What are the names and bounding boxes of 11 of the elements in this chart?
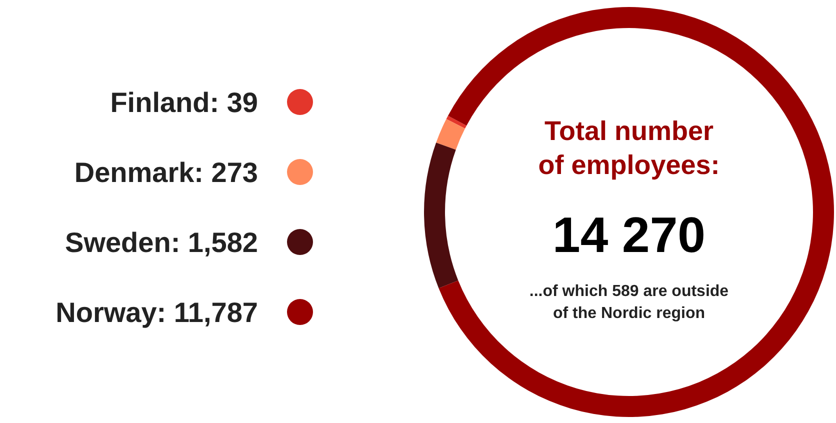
legend-label: Denmark: 273 xyxy=(74,157,258,188)
donut-slice xyxy=(446,116,467,129)
legend-label: Finland: 39 xyxy=(110,87,258,118)
text: ...of which 589 are outside of the Nordic region xyxy=(529,283,729,322)
donut-slice xyxy=(438,7,834,417)
legend-label: Norway: 11,787 xyxy=(56,297,258,328)
legend-label: Sweden: 1,582 xyxy=(65,227,258,258)
donut-slice xyxy=(424,142,458,288)
text: Total number of employees: xyxy=(538,116,720,180)
donut-slice xyxy=(436,119,466,150)
text: 14 270 xyxy=(552,207,706,263)
